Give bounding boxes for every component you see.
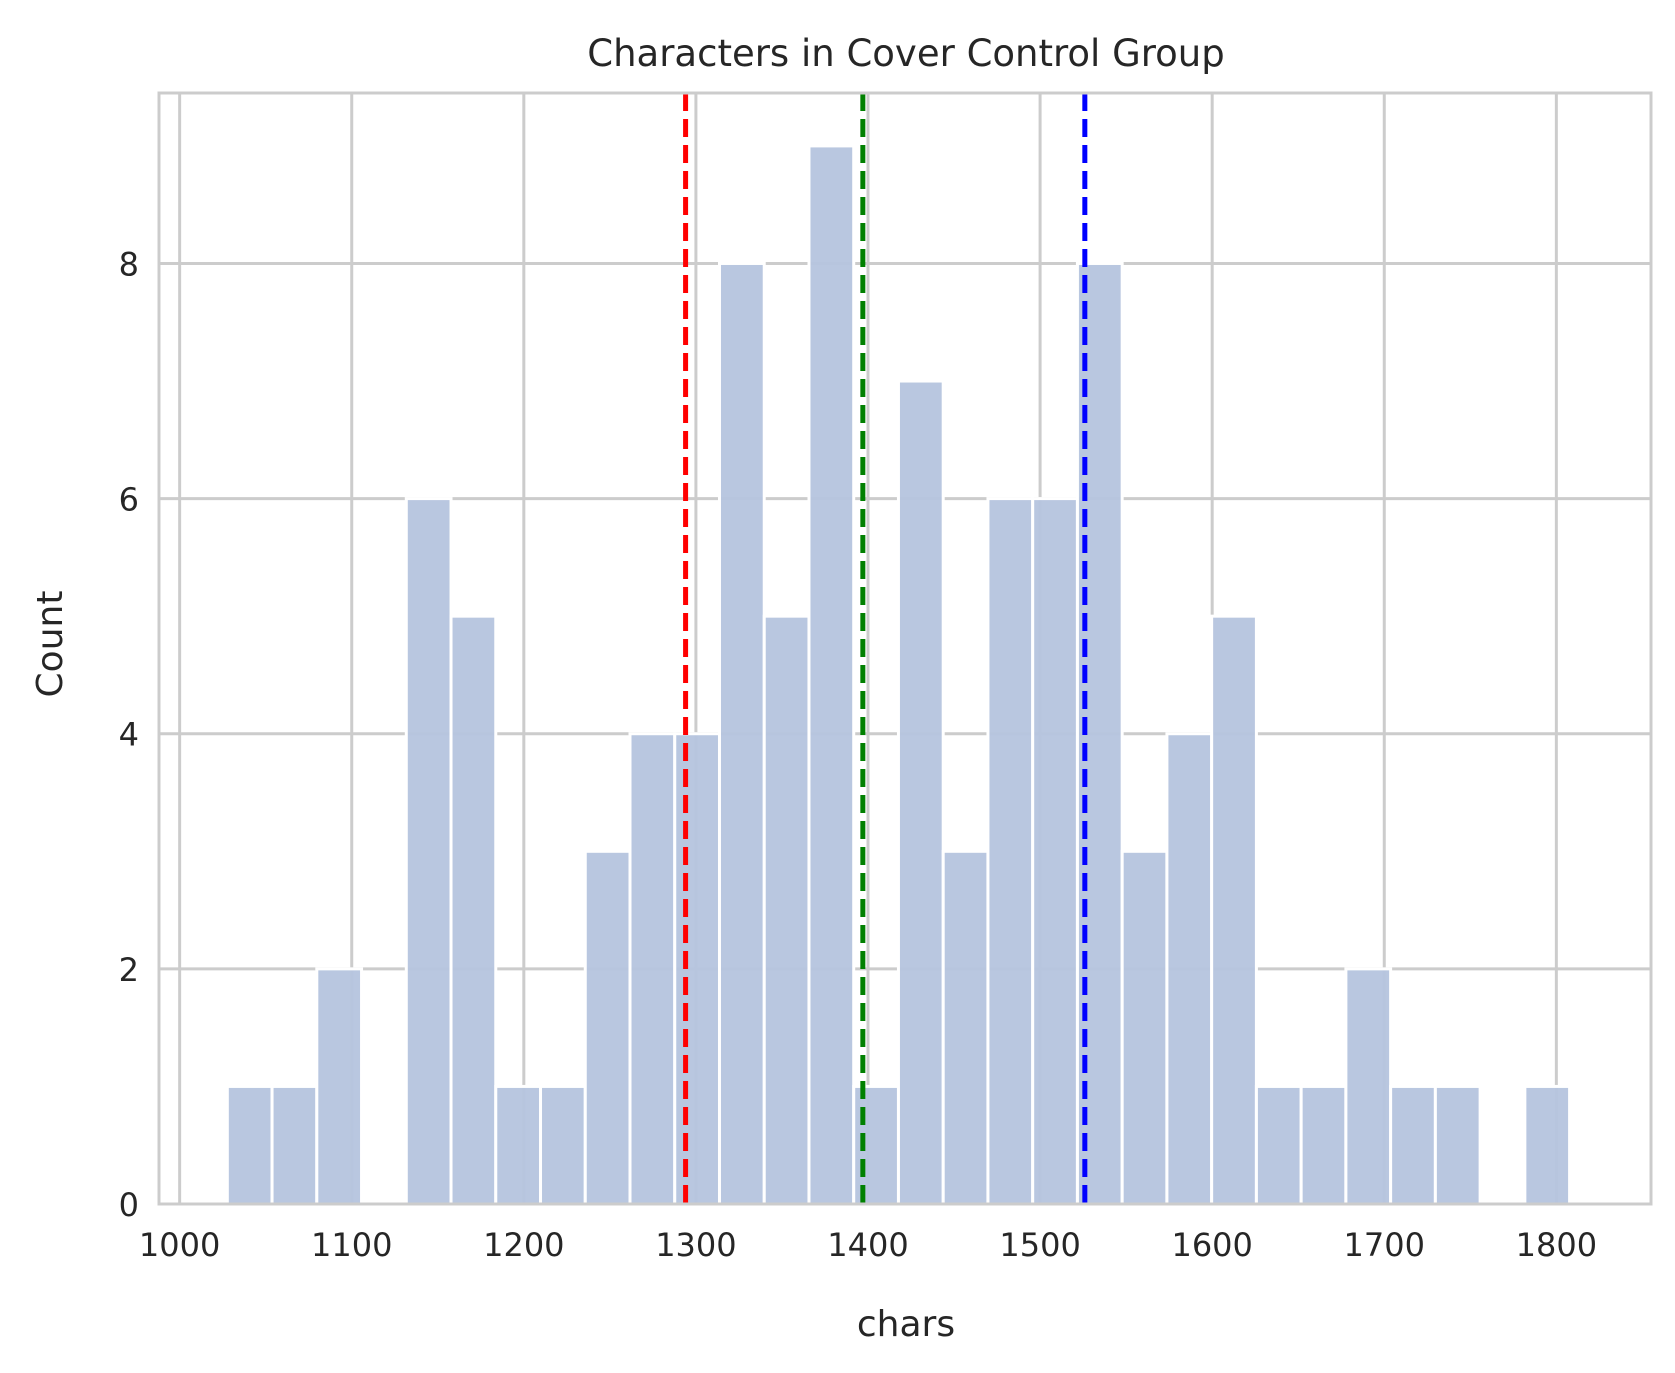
x-tick-label: 1800: [1516, 1226, 1597, 1264]
histogram-bar: [1523, 1084, 1572, 1206]
chart-title: Characters in Cover Control Group: [587, 32, 1224, 75]
x-tick-label: 1300: [655, 1226, 736, 1264]
bars: [225, 144, 1572, 1206]
x-axis-title: chars: [857, 1304, 955, 1345]
histogram-bar: [315, 967, 364, 1206]
histogram-bar: [583, 849, 632, 1206]
histogram-bar: [1254, 1084, 1303, 1206]
x-tick-label: 1100: [311, 1226, 392, 1264]
histogram-bar: [494, 1084, 543, 1206]
histogram-bar: [807, 144, 856, 1206]
histogram-bar: [628, 732, 677, 1206]
histogram-bar: [673, 732, 721, 1206]
y-axis-title: Count: [30, 591, 71, 698]
histogram-bar: [1210, 614, 1258, 1206]
y-tick-label: 2: [119, 951, 139, 989]
x-tick-label: 1500: [999, 1226, 1080, 1264]
y-tick-label: 8: [119, 245, 139, 283]
histogram-bar: [449, 614, 498, 1206]
plot-frame: [157, 91, 1653, 1206]
reference-lines: [683, 93, 1088, 1204]
x-tick-label: 1400: [827, 1226, 908, 1264]
y-axis-ticks: 0 2 4 6 8: [119, 245, 139, 1224]
x-tick-label: 1000: [139, 1226, 220, 1264]
histogram-bar: [896, 379, 945, 1206]
histogram-bar: [1165, 732, 1214, 1206]
histogram-bar: [270, 1084, 319, 1206]
histogram-bar: [1433, 1084, 1482, 1206]
histogram-bar: [225, 1084, 274, 1206]
x-tick-label: 1200: [483, 1226, 564, 1264]
histogram-bar: [1120, 849, 1169, 1206]
x-axis-ticks: 1000 1100 1200 1300 1400 1500 1600 1700 1800: [139, 1226, 1597, 1264]
histogram-bar: [539, 1084, 587, 1206]
x-tick-label: 1700: [1344, 1226, 1425, 1264]
histogram-bar: [1389, 1084, 1437, 1206]
histogram-bar: [1031, 497, 1079, 1206]
histogram-bar: [404, 497, 453, 1206]
y-tick-label: 6: [119, 481, 139, 519]
histogram-bar: [941, 849, 990, 1206]
y-tick-label: 4: [119, 716, 139, 754]
y-tick-label: 0: [119, 1186, 139, 1224]
histogram-bar: [986, 497, 1035, 1206]
x-tick-label: 1600: [1171, 1226, 1252, 1264]
histogram-bar: [762, 614, 811, 1206]
histogram-bar: [1344, 967, 1393, 1206]
histogram-bar: [1299, 1084, 1348, 1206]
histogram-bar: [717, 261, 766, 1206]
